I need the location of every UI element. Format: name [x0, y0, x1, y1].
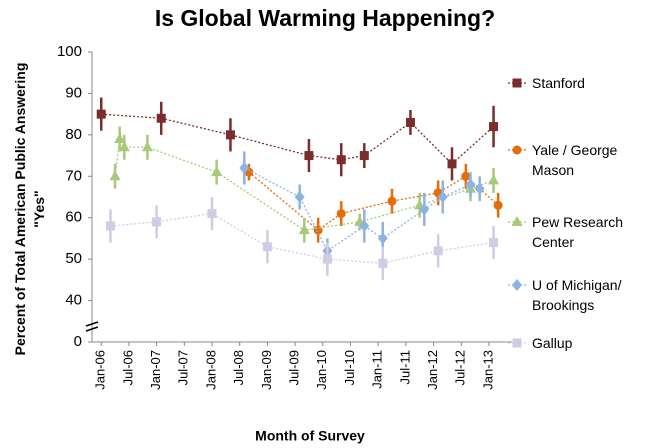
x-tick-label: Jan-10 — [314, 350, 329, 390]
marker — [377, 232, 388, 245]
marker — [493, 200, 503, 210]
x-tick-label: Jan-06 — [93, 350, 108, 390]
x-tick-label: Jan-07 — [148, 350, 163, 390]
marker — [225, 130, 235, 140]
legend-label: Stanford — [532, 75, 585, 91]
legend-marker — [512, 279, 522, 291]
marker — [488, 174, 500, 185]
series-line — [248, 171, 499, 231]
x-tick-label: Jul-11 — [397, 350, 412, 384]
marker — [465, 178, 476, 191]
x-tick-label: Jul-09 — [287, 350, 302, 385]
x-tick-label: Jan-08 — [203, 350, 218, 390]
legend-marker — [512, 145, 522, 155]
marker — [262, 242, 272, 252]
marker — [405, 117, 415, 127]
marker — [114, 133, 126, 143]
y-tick-label: 50 — [65, 250, 82, 267]
legend-label: U of Michigan/ Brookings — [532, 277, 622, 313]
series-line — [114, 136, 494, 231]
series-line — [110, 212, 494, 264]
marker — [211, 166, 223, 177]
marker — [109, 170, 121, 181]
marker — [474, 182, 485, 195]
marker — [336, 209, 346, 219]
chart-title: Is Global Warming Happening? — [155, 5, 495, 31]
x-tick-label: Jul-07 — [176, 350, 191, 385]
x-axis-label: Month of Survey — [255, 428, 365, 444]
legend-label: Gallup — [532, 335, 573, 351]
marker — [359, 220, 370, 232]
legend-marker — [511, 216, 523, 226]
legend-label: Yale / George Mason — [532, 142, 618, 178]
x-tick-label: Jul-12 — [453, 350, 468, 385]
marker — [239, 162, 250, 174]
marker — [433, 246, 443, 256]
marker — [461, 171, 471, 181]
marker — [437, 191, 448, 203]
x-tick-label: Jan-12 — [425, 350, 440, 390]
x-tick-label: Jul-06 — [120, 350, 135, 385]
marker — [141, 141, 153, 152]
marker — [489, 122, 499, 132]
x-tick-label: Jan-09 — [259, 350, 274, 390]
marker — [207, 209, 217, 219]
marker — [298, 224, 310, 235]
y-tick-label: 0 — [74, 333, 82, 350]
x-tick-label: Jan-11 — [370, 350, 385, 389]
marker — [419, 203, 430, 216]
marker — [387, 196, 397, 206]
y-axis-label: Percent of Total American Public Answeri… — [12, 62, 47, 356]
legend-marker — [512, 338, 522, 348]
legend-label: Pew Research Center — [532, 214, 624, 250]
y-tick-label: 80 — [65, 126, 82, 143]
marker — [156, 113, 166, 123]
y-tick-label: 60 — [65, 209, 82, 226]
marker — [322, 254, 332, 264]
marker — [294, 191, 305, 203]
marker — [447, 159, 457, 169]
x-tick-label: Jul-10 — [342, 350, 357, 385]
marker — [336, 155, 346, 165]
marker — [152, 217, 162, 227]
legend-marker — [512, 78, 522, 88]
x-tick-label: Jul-08 — [231, 350, 246, 385]
y-tick-label: 40 — [65, 292, 82, 309]
marker — [359, 151, 369, 161]
marker — [105, 221, 115, 231]
y-tick-label: 100 — [57, 43, 82, 60]
marker — [304, 151, 314, 161]
series-line — [244, 167, 480, 252]
marker — [378, 258, 388, 268]
marker — [96, 109, 106, 119]
axis-break — [85, 321, 99, 332]
marker — [489, 238, 499, 248]
marker — [118, 141, 130, 152]
x-tick-label: Jan-13 — [480, 350, 495, 390]
y-tick-label: 90 — [65, 84, 82, 101]
y-tick-label: 70 — [65, 167, 82, 184]
